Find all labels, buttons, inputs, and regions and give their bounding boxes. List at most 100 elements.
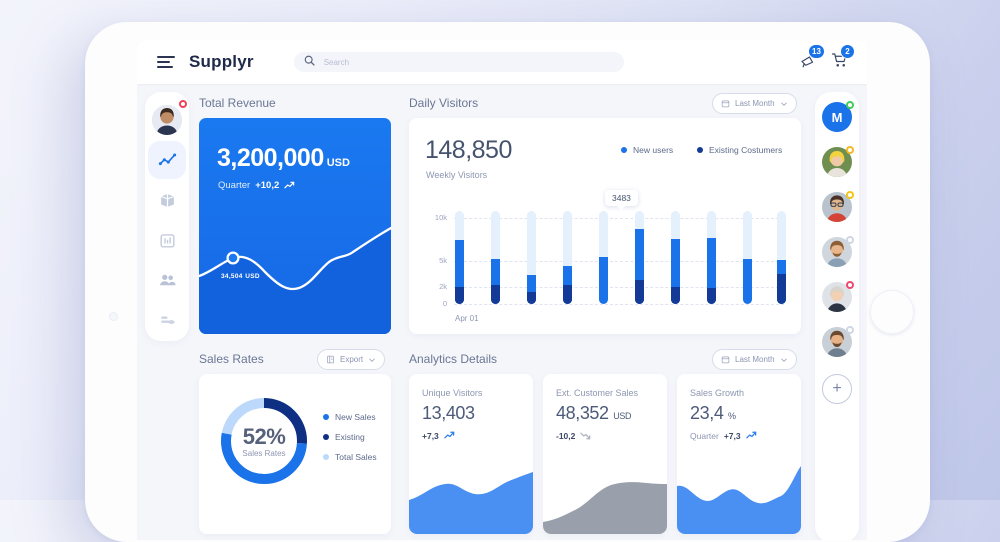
bar-column[interactable] <box>707 211 716 304</box>
contact-me[interactable]: M <box>822 101 854 132</box>
sales-donut-chart: 52% Sales Rates <box>215 392 313 490</box>
bar-column[interactable] <box>527 211 536 304</box>
analytics-date-filter[interactable]: Last Month <box>712 349 797 370</box>
status-dot <box>846 146 854 154</box>
tablet-frame: Supplyr 13 2 <box>85 22 930 542</box>
card-value: 13,403 <box>422 403 475 423</box>
x-axis-label: Apr 01 <box>455 314 479 323</box>
card-value: 48,352 USD <box>556 403 632 423</box>
bar-tooltip: 3483 <box>605 190 638 210</box>
gridline <box>454 287 784 288</box>
gridline <box>454 261 784 262</box>
add-contact-button[interactable]: + <box>822 374 852 404</box>
card-title: Unique Visitors <box>422 388 483 398</box>
bar-column[interactable] <box>777 211 786 304</box>
export-icon <box>327 355 334 364</box>
trend-down-icon <box>580 432 591 440</box>
visitors-filter-label: Last Month <box>735 99 775 108</box>
bar-column[interactable] <box>455 211 464 304</box>
sales-rate-label: Sales Rates <box>242 449 286 458</box>
avatar <box>152 105 182 135</box>
bar-chart-icon <box>159 233 175 248</box>
contacts-rail: M <box>815 92 859 540</box>
y-tick-10k: 10k <box>434 213 447 222</box>
search-box[interactable] <box>293 52 624 72</box>
notifications-button[interactable]: 13 <box>799 43 825 74</box>
list-icon <box>160 316 175 324</box>
contact-item[interactable] <box>822 191 854 222</box>
sidebar-item-analytics[interactable] <box>148 141 186 179</box>
calendar-icon <box>721 356 730 364</box>
analytics-details-title: Analytics Details <box>409 352 498 366</box>
card-delta: Quarter +7,3 <box>690 430 757 441</box>
gridline <box>454 304 784 305</box>
trend-up-icon <box>444 431 455 439</box>
bar-column[interactable] <box>599 211 608 304</box>
sparkline-area <box>677 466 801 534</box>
revenue-subtitle: Quarter +10,2 <box>218 180 295 191</box>
y-tick-5k: 5k <box>439 256 447 265</box>
sales-rates-title: Sales Rates <box>199 352 264 366</box>
daily-visitors-title: Daily Visitors <box>409 96 479 110</box>
bar-column[interactable] <box>563 211 572 304</box>
top-bar-icons: 13 2 <box>799 43 855 74</box>
revenue-datapoint-label: 34,504 USD <box>221 273 260 280</box>
box-icon <box>160 193 174 207</box>
bar-column[interactable] <box>743 211 752 304</box>
card-value: 23,4 % <box>690 403 736 423</box>
contact-item[interactable] <box>822 281 854 312</box>
legend-label: New users <box>633 145 674 155</box>
cart-button[interactable]: 2 <box>831 43 855 74</box>
sparkline-area <box>409 472 533 534</box>
contact-item[interactable] <box>822 326 854 357</box>
status-dot <box>846 326 854 334</box>
card-delta: -10,2 <box>556 430 591 441</box>
status-dot <box>846 236 854 244</box>
chevron-down-icon <box>780 358 787 362</box>
gridline <box>454 218 784 219</box>
y-tick-2k: 2k <box>439 282 447 291</box>
daily-visitors-card: 148,850 Weekly Visitors New users Existi… <box>409 118 801 334</box>
cart-badge: 2 <box>840 43 855 59</box>
sidebar-item-orders[interactable] <box>148 301 186 339</box>
search-input[interactable] <box>321 56 566 68</box>
card-title: Sales Growth <box>690 388 745 398</box>
y-tick-0: 0 <box>442 299 447 308</box>
sidebar-item-products[interactable] <box>148 181 186 219</box>
sidebar-item-reports[interactable] <box>148 221 186 259</box>
left-sidebar <box>145 92 189 341</box>
sparkline-area <box>543 482 667 534</box>
export-button[interactable]: Export <box>317 349 386 370</box>
avatar <box>822 147 852 177</box>
export-label: Export <box>340 355 364 364</box>
sidebar-item-customers[interactable] <box>148 261 186 299</box>
visitors-date-filter[interactable]: Last Month <box>712 93 797 114</box>
legend-label: Total Sales <box>335 452 377 462</box>
menu-icon[interactable] <box>157 55 175 69</box>
contact-item[interactable] <box>822 236 854 267</box>
legend-label: Existing <box>335 432 365 442</box>
trend-up-icon <box>745 431 756 439</box>
analytics-card-sales-growth: Sales Growth 23,4 % Quarter +7,3 <box>677 374 801 534</box>
card-title: Ext. Customer Sales <box>556 388 639 398</box>
calendar-icon <box>721 100 730 108</box>
analytics-card-ext-customer-sales: Ext. Customer Sales 48,352 USD -10,2 <box>543 374 667 534</box>
sales-rate-percent: 52% <box>242 424 286 449</box>
legend-item: Total Sales <box>323 452 377 462</box>
home-button[interactable] <box>870 290 914 334</box>
sidebar-item-profile[interactable] <box>148 100 187 139</box>
visitors-value: 148,850 <box>425 136 512 164</box>
people-icon <box>159 274 176 285</box>
contact-item[interactable] <box>822 146 854 177</box>
status-dot <box>179 100 187 108</box>
total-revenue-title: Total Revenue <box>199 96 276 110</box>
bar-column[interactable] <box>671 211 680 304</box>
status-dot <box>846 101 854 109</box>
legend-dot <box>323 414 329 420</box>
trend-up-icon <box>284 181 295 189</box>
bar-column[interactable] <box>491 211 500 304</box>
visitors-subtitle: Weekly Visitors <box>426 170 488 180</box>
bar-column[interactable] <box>635 211 644 304</box>
sales-legend: New Sales Existing Total Sales <box>323 412 377 462</box>
legend-new-users: New users <box>621 145 673 155</box>
